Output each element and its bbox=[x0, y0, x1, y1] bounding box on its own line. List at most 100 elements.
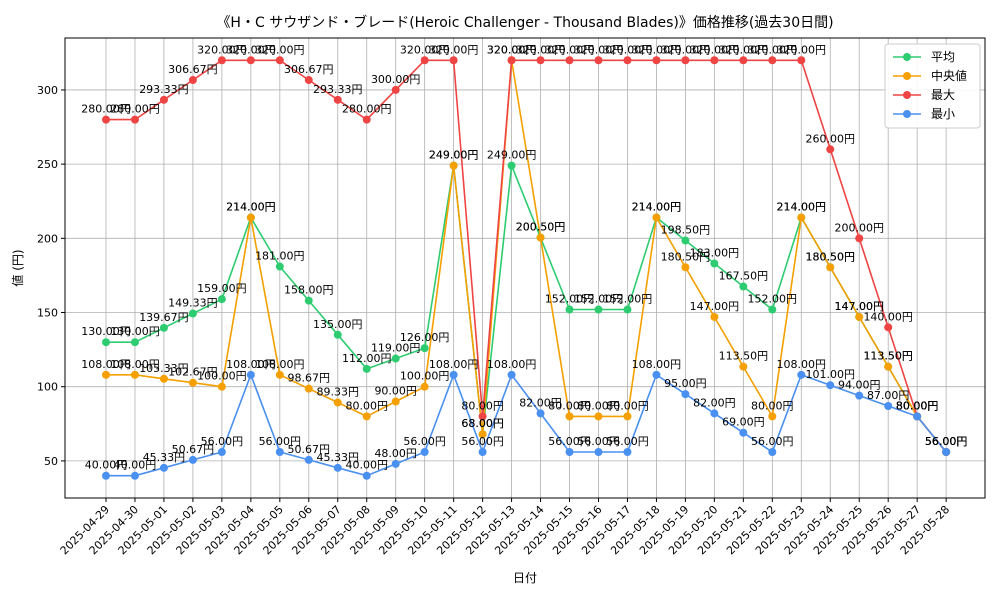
series-layer bbox=[102, 56, 951, 480]
data-label: 180.50円 bbox=[661, 250, 711, 263]
data-label: 119.00円 bbox=[371, 342, 421, 355]
series-point bbox=[391, 459, 400, 468]
series-point bbox=[536, 409, 545, 418]
data-label: 56.00円 bbox=[925, 435, 968, 448]
series-point bbox=[855, 391, 864, 400]
plot-background bbox=[65, 38, 985, 498]
series-point bbox=[478, 430, 487, 439]
data-label: 87.00円 bbox=[867, 389, 910, 402]
series-point bbox=[565, 56, 574, 65]
series-line bbox=[106, 60, 947, 453]
series-point bbox=[188, 455, 197, 464]
series-point bbox=[652, 370, 661, 379]
data-label: 152.00円 bbox=[545, 293, 595, 306]
series-point bbox=[217, 295, 226, 304]
data-label: 56.00円 bbox=[259, 435, 302, 448]
data-label: 320.00円 bbox=[429, 43, 479, 56]
data-label: 320.00円 bbox=[574, 43, 624, 56]
series-point bbox=[594, 56, 603, 65]
data-label: 68.00円 bbox=[461, 417, 504, 430]
data-label: 149.33円 bbox=[168, 297, 218, 310]
data-label: 130.00円 bbox=[81, 325, 131, 338]
data-label: 113.50円 bbox=[863, 350, 913, 363]
series-point bbox=[420, 448, 429, 456]
data-label: 56.00円 bbox=[577, 435, 620, 448]
data-label: 140.00円 bbox=[863, 310, 913, 323]
series-point bbox=[739, 362, 748, 371]
data-label: 320.00円 bbox=[487, 43, 537, 56]
data-label: 180.50円 bbox=[806, 250, 856, 263]
data-label: 113.50円 bbox=[719, 350, 769, 363]
series-point bbox=[478, 412, 487, 421]
y-tick-label: 200 bbox=[37, 232, 58, 245]
plot-frame bbox=[64, 37, 986, 499]
data-label: 108.00円 bbox=[255, 358, 305, 371]
legend-marker bbox=[903, 91, 911, 99]
data-label: 82.00円 bbox=[693, 396, 736, 409]
series-point bbox=[420, 344, 429, 353]
data-label: 108.00円 bbox=[226, 358, 276, 371]
data-label: 108.00円 bbox=[429, 358, 479, 371]
series-point bbox=[362, 412, 371, 421]
series-point bbox=[681, 56, 690, 65]
data-label: 113.50円 bbox=[863, 350, 913, 363]
series-point bbox=[710, 259, 719, 268]
data-label: 108.00円 bbox=[487, 358, 537, 371]
data-label: 108.00円 bbox=[632, 358, 682, 371]
series-point bbox=[102, 115, 110, 124]
series-point bbox=[130, 115, 139, 124]
series-point bbox=[710, 56, 719, 65]
series-point bbox=[217, 382, 226, 391]
data-label: 126.00円 bbox=[400, 331, 450, 344]
data-label: 80.00円 bbox=[896, 399, 939, 412]
data-label: 56.00円 bbox=[925, 435, 968, 448]
data-label: 300.00円 bbox=[371, 73, 421, 86]
series-point bbox=[768, 412, 777, 421]
data-label: 320.00円 bbox=[777, 43, 827, 56]
data-label: 320.00円 bbox=[400, 43, 450, 56]
y-tick-label: 100 bbox=[37, 381, 58, 394]
data-label: 80.00円 bbox=[548, 399, 591, 412]
series-point bbox=[449, 56, 458, 65]
series-point bbox=[391, 354, 400, 363]
data-label: 280.00円 bbox=[81, 103, 131, 116]
data-label: 320.00円 bbox=[255, 43, 305, 56]
data-label: 147.00円 bbox=[834, 300, 884, 313]
series-point bbox=[217, 56, 226, 65]
series-point bbox=[652, 213, 661, 222]
data-label: 320.00円 bbox=[748, 43, 798, 56]
series-point bbox=[623, 305, 632, 314]
y-tick-label: 50 bbox=[44, 455, 58, 468]
data-label: 280.00円 bbox=[342, 103, 392, 116]
data-label: 80.00円 bbox=[896, 399, 939, 412]
data-label: 260.00円 bbox=[806, 132, 856, 145]
data-label: 159.00円 bbox=[197, 282, 247, 295]
data-label: 102.67円 bbox=[168, 366, 218, 379]
data-label: 56.00円 bbox=[461, 435, 504, 448]
series-point bbox=[536, 56, 545, 65]
series-point bbox=[739, 428, 748, 437]
data-label: 89.33円 bbox=[317, 386, 360, 399]
data-label: 56.00円 bbox=[201, 435, 244, 448]
data-label: 50.67円 bbox=[288, 443, 331, 456]
data-label: 80.00円 bbox=[896, 399, 939, 412]
grid-layer bbox=[65, 38, 985, 498]
data-label: 320.00円 bbox=[545, 43, 595, 56]
series-point bbox=[333, 330, 342, 339]
data-label: 147.00円 bbox=[834, 300, 884, 313]
series-point bbox=[855, 312, 864, 321]
legend-label: 中央値 bbox=[931, 68, 967, 83]
data-label: 82.00円 bbox=[519, 396, 562, 409]
series-point bbox=[623, 412, 632, 421]
data-label: 56.00円 bbox=[925, 435, 968, 448]
series-point bbox=[565, 448, 574, 456]
series-4 bbox=[102, 370, 951, 480]
series-point bbox=[391, 85, 400, 94]
data-label: 158.00円 bbox=[284, 284, 334, 297]
series-point bbox=[565, 412, 574, 421]
data-label: 80.00円 bbox=[461, 399, 504, 412]
series-point bbox=[304, 76, 313, 85]
